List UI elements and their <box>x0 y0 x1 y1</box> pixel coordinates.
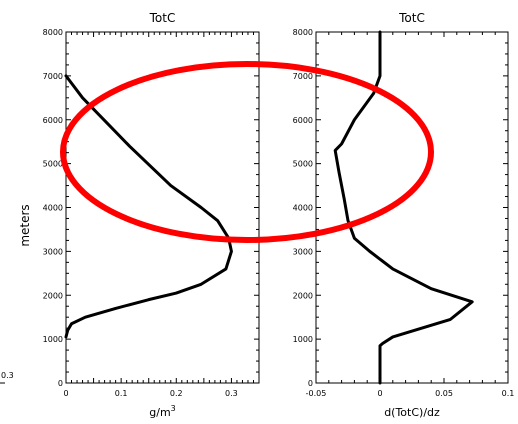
series-line-1 <box>64 74 233 339</box>
panel-1: TotC 0 1000 2000 3000 4000 5000 6000 7000 8000 0 0.… <box>18 11 260 419</box>
x-axis-label: g/m3 <box>149 404 176 419</box>
x-tick-label: 0.05 <box>435 389 453 398</box>
x-tick-label: 0 <box>63 389 68 398</box>
y-tick-label: 8000 <box>293 28 313 37</box>
chart-title: TotC <box>398 11 425 25</box>
y-tick-label: 1000 <box>293 335 313 344</box>
y-tick-label: 2000 <box>43 291 63 300</box>
panel-2: TotC 0 1000 2000 3000 4000 5000 6000 7000 8000 -0.… <box>293 11 515 419</box>
y-tick-label: 5000 <box>43 160 63 169</box>
left-cut-panel: 0.3 <box>0 371 14 384</box>
chart-title: TotC <box>149 11 176 25</box>
x-axis-label-superscript: 3 <box>171 404 176 413</box>
y-tick-label: 5000 <box>293 160 313 169</box>
y-tick-label: 3000 <box>293 247 313 256</box>
x-tick-label: -0.05 <box>306 389 327 398</box>
x-tick-label: 0 <box>377 389 382 398</box>
x-tick-label: 0.1 <box>502 389 515 398</box>
y-tick-label: 6000 <box>43 116 63 125</box>
y-tick-label: 0 <box>58 379 63 388</box>
y-axis-label: meters <box>18 204 32 246</box>
x-tick-label: 0.3 <box>225 389 238 398</box>
y-tick-label: 7000 <box>293 72 313 81</box>
y-tick-label: 8000 <box>43 28 63 37</box>
y-tick-label: 4000 <box>43 204 63 213</box>
y-tick-label: 7000 <box>43 72 63 81</box>
highlight-ellipse <box>60 61 434 243</box>
x-tick-label: 0.1 <box>115 389 128 398</box>
series-line-1 <box>333 30 474 385</box>
plot-frame <box>65 31 260 384</box>
y-tick-label: 4000 <box>293 204 313 213</box>
y-tick-label: 0 <box>308 379 313 388</box>
left-cut-tick-label: 0.3 <box>1 371 14 380</box>
x-axis-label: d(TotC)/dz <box>384 406 440 419</box>
y-tick-label: 1000 <box>43 335 63 344</box>
y-tick-label: 3000 <box>43 247 63 256</box>
x-tick-label: 0.2 <box>170 389 183 398</box>
y-tick-label: 2000 <box>293 291 313 300</box>
y-tick-label: 6000 <box>293 116 313 125</box>
